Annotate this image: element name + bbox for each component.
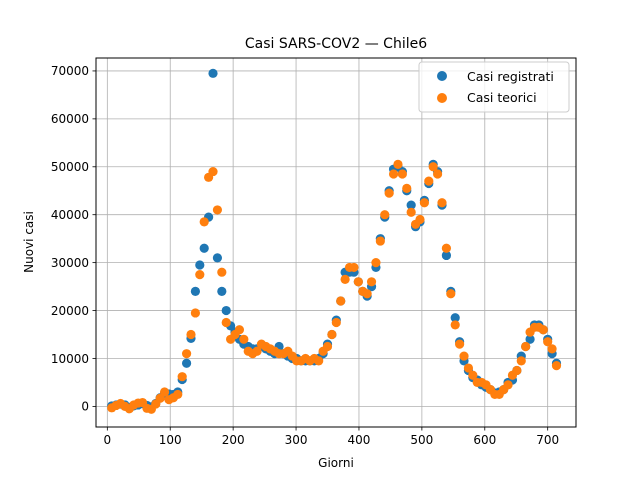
y-tick-label: 40000 bbox=[51, 208, 89, 222]
point-casi-teorici bbox=[468, 370, 478, 380]
point-casi-registrati bbox=[195, 260, 205, 270]
point-casi-teorici bbox=[336, 296, 346, 306]
y-tick-label: 30000 bbox=[51, 256, 89, 270]
point-casi-registrati bbox=[406, 200, 416, 210]
y-tick-label: 70000 bbox=[51, 64, 89, 78]
point-casi-teorici bbox=[221, 317, 231, 328]
legend-box bbox=[418, 61, 570, 113]
legend-label-casi-teorici: Casi teorici bbox=[467, 90, 537, 105]
data-points bbox=[107, 68, 562, 414]
point-casi-teorici bbox=[212, 205, 223, 215]
point-casi-teorici bbox=[538, 325, 548, 335]
y-tick-label: 20000 bbox=[51, 304, 89, 318]
x-tick-label: 100 bbox=[159, 433, 182, 447]
point-casi-teorici bbox=[512, 365, 522, 376]
point-casi-teorici bbox=[543, 337, 553, 347]
point-casi-teorici bbox=[234, 325, 245, 335]
point-casi-teorici bbox=[181, 349, 192, 359]
point-casi-teorici bbox=[402, 183, 412, 193]
point-casi-teorici bbox=[521, 341, 531, 352]
chart-title: Casi SARS-COV2 — Chile6 bbox=[245, 36, 427, 52]
x-tick-label: 400 bbox=[348, 433, 371, 447]
point-casi-registrati bbox=[217, 286, 227, 296]
point-casi-teorici bbox=[371, 258, 381, 268]
point-casi-teorici bbox=[446, 289, 456, 299]
x-tick-label: 300 bbox=[285, 433, 308, 447]
point-casi-registrati bbox=[181, 358, 192, 368]
point-casi-teorici bbox=[406, 207, 416, 217]
point-casi-teorici bbox=[450, 320, 460, 330]
point-casi-teorici bbox=[551, 361, 562, 371]
point-casi-teorici bbox=[366, 277, 377, 287]
grid-lines bbox=[96, 58, 576, 427]
point-casi-teorici bbox=[428, 162, 438, 172]
point-casi-registrati bbox=[450, 313, 460, 323]
y-axis-label: Nuovi casi bbox=[22, 211, 36, 273]
legend: Casi registrati Casi teorici bbox=[418, 61, 570, 113]
point-casi-teorici bbox=[331, 317, 341, 328]
point-casi-teorici bbox=[208, 166, 218, 177]
point-casi-teorici bbox=[362, 289, 372, 299]
point-casi-teorici bbox=[459, 351, 469, 361]
point-casi-registrati bbox=[212, 253, 223, 263]
point-casi-teorici bbox=[199, 217, 209, 227]
point-casi-teorici bbox=[384, 188, 394, 198]
point-casi-teorici bbox=[503, 380, 513, 390]
point-casi-teorici bbox=[419, 198, 429, 208]
point-casi-registrati bbox=[525, 334, 535, 344]
x-tick-label: 600 bbox=[473, 433, 496, 447]
point-casi-teorici bbox=[186, 329, 196, 340]
point-casi-teorici bbox=[349, 262, 359, 273]
x-tick-label: 200 bbox=[222, 433, 245, 447]
point-casi-teorici bbox=[177, 372, 187, 382]
x-axis-label: Giorni bbox=[318, 456, 354, 470]
point-casi-teorici bbox=[463, 363, 474, 373]
point-casi-teorici bbox=[252, 346, 262, 356]
point-casi-teorici bbox=[217, 267, 227, 277]
point-casi-teorici bbox=[314, 356, 324, 366]
point-casi-registrati bbox=[441, 250, 452, 261]
legend-marker-casi-teorici bbox=[437, 93, 447, 103]
point-casi-teorici bbox=[159, 387, 170, 397]
plot-frame bbox=[95, 57, 577, 428]
point-casi-teorici bbox=[397, 169, 407, 179]
point-casi-teorici bbox=[415, 214, 425, 225]
x-tick-label: 500 bbox=[410, 433, 433, 447]
point-casi-teorici bbox=[353, 277, 363, 287]
point-casi-teorici bbox=[195, 270, 205, 280]
point-casi-registrati bbox=[221, 305, 231, 316]
point-casi-teorici bbox=[322, 341, 333, 352]
y-axis-ticks: 0 10000 20000 30000 40000 50000 60000 70000 bbox=[51, 64, 96, 414]
point-casi-teorici bbox=[393, 159, 403, 169]
x-axis-ticks: 0 100 200 300 400 500 600 700 bbox=[104, 427, 559, 447]
point-casi-teorici bbox=[441, 243, 452, 253]
point-casi-teorici bbox=[547, 344, 557, 354]
y-tick-label: 0 bbox=[81, 400, 89, 414]
point-casi-teorici bbox=[380, 210, 390, 220]
point-casi-teorici bbox=[388, 169, 399, 179]
point-casi-teorici bbox=[190, 308, 200, 318]
point-casi-registrati bbox=[208, 68, 218, 78]
y-tick-label: 60000 bbox=[51, 112, 89, 126]
point-casi-teorici bbox=[239, 334, 249, 344]
point-casi-teorici bbox=[516, 356, 526, 366]
point-casi-registrati bbox=[199, 243, 209, 253]
point-casi-teorici bbox=[173, 389, 183, 400]
point-casi-teorici bbox=[424, 176, 434, 186]
point-casi-registrati bbox=[190, 286, 200, 296]
legend-marker-casi-registrati bbox=[437, 71, 447, 81]
y-tick-label: 10000 bbox=[51, 352, 89, 366]
x-tick-label: 700 bbox=[536, 433, 559, 447]
point-casi-teorici bbox=[340, 274, 350, 284]
point-casi-teorici bbox=[375, 236, 385, 246]
point-casi-teorici bbox=[455, 339, 465, 349]
y-tick-label: 50000 bbox=[51, 160, 89, 174]
point-casi-teorici bbox=[432, 169, 443, 179]
point-casi-teorici bbox=[437, 198, 447, 208]
x-tick-label: 0 bbox=[104, 433, 112, 447]
legend-label-casi-registrati: Casi registrati bbox=[467, 69, 554, 84]
point-casi-teorici bbox=[327, 329, 337, 340]
